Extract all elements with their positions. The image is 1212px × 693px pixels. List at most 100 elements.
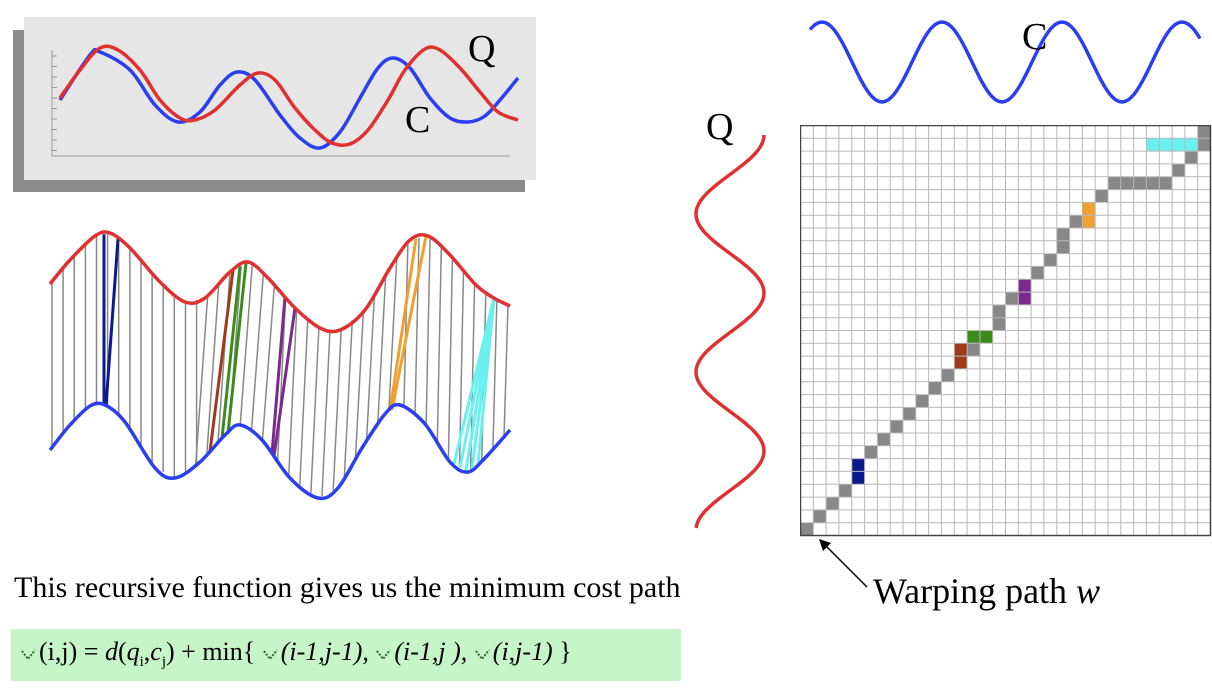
- path-cell: [1159, 138, 1173, 152]
- chart-axes: [51, 50, 510, 157]
- path-cell: [1197, 138, 1211, 152]
- c-wave: [808, 20, 1202, 104]
- matrix-border: [800, 125, 1212, 537]
- path-cell: [1120, 176, 1134, 190]
- path-cell: [1056, 228, 1070, 241]
- c-label-matrix: C: [1022, 16, 1048, 58]
- path-cell: [967, 343, 980, 357]
- formula-q-sub: i: [139, 654, 144, 671]
- overlay-chart: [13, 17, 536, 192]
- path-cell: [1043, 253, 1057, 267]
- formula-term3: (i,j-1): [492, 637, 560, 666]
- q-wave-curve: [694, 134, 766, 529]
- path-cell: [1159, 176, 1173, 190]
- formula-c-sub: j: [161, 654, 166, 671]
- formula-min: + min{: [174, 637, 262, 666]
- path-cell: [954, 343, 968, 357]
- path-cell: [992, 317, 1006, 331]
- formula-eq: =: [77, 637, 105, 666]
- alignment-line: [343, 320, 354, 478]
- alignment-line: [270, 296, 287, 454]
- recurrence-formula: (i,j) = d(qi,cj) + min{ (i-1,j-1), (i-1,…: [20, 639, 572, 670]
- path-cell: [1197, 125, 1211, 139]
- chart-panel: [24, 17, 536, 180]
- formula-term2: (i-1,j ),: [394, 637, 474, 666]
- path-cell: [928, 381, 942, 395]
- alignment-line: [447, 257, 454, 460]
- path-cell: [1184, 151, 1198, 164]
- gamma-symbol-icon: [376, 649, 392, 661]
- c-label-top: C: [405, 99, 431, 141]
- alignment-line: [354, 311, 365, 460]
- alignment-diagram: [48, 230, 512, 501]
- matrix-cells: [800, 125, 1211, 536]
- alignment-line: [299, 318, 309, 486]
- alignment-line: [321, 328, 331, 497]
- path-cell: [813, 509, 827, 523]
- alignment-line: [365, 293, 376, 442]
- alignment-line: [503, 304, 509, 437]
- path-cell: [1018, 292, 1032, 305]
- formula-comma: ,: [143, 637, 151, 666]
- formula-term1: (i-1,j-1),: [280, 637, 376, 666]
- warping-label-var: w: [1076, 571, 1101, 611]
- path-cell: [1172, 138, 1185, 152]
- alignment-line: [388, 258, 398, 412]
- alignment-line: [310, 327, 320, 493]
- q-wave: [694, 134, 766, 529]
- path-cell: [1069, 215, 1083, 228]
- alignment-line: [194, 295, 209, 465]
- alignment-line: [261, 285, 276, 441]
- alignment-line: [206, 283, 220, 455]
- alignment-line: [388, 238, 418, 412]
- path-cell: [1146, 176, 1160, 190]
- path-cell: [826, 497, 839, 510]
- alignment-line: [332, 329, 342, 491]
- alignment-line: [492, 299, 498, 450]
- pointer-arrow: [819, 539, 868, 588]
- path-cell: [1133, 176, 1147, 190]
- path-cell: [1184, 138, 1198, 152]
- q-sequence-curve: [48, 230, 511, 334]
- alignment-line: [287, 309, 298, 477]
- path-cell: [851, 458, 865, 472]
- warping-path-label: Warping path w: [873, 573, 1100, 609]
- path-cell: [903, 407, 916, 421]
- alignment-lines: [51, 233, 509, 497]
- path-cell: [1082, 215, 1096, 228]
- path-cell: [941, 368, 955, 382]
- alignment-line: [239, 265, 253, 426]
- alignment-line: [276, 297, 287, 462]
- path-cell: [1095, 189, 1108, 203]
- path-cell: [915, 394, 929, 408]
- gamma-symbol-icon: [474, 649, 490, 661]
- path-cell: [1172, 163, 1185, 177]
- path-cell: [967, 330, 980, 344]
- alignment-line: [425, 237, 431, 426]
- alignment-line: [220, 266, 242, 439]
- q-series-line: [58, 44, 519, 148]
- gamma-symbol-icon: [21, 649, 36, 661]
- path-cell: [992, 304, 1006, 318]
- path-cell: [890, 420, 903, 433]
- path-cell: [1108, 176, 1121, 190]
- path-cell: [864, 445, 878, 459]
- alignment-line: [436, 247, 443, 443]
- warping-label-text: Warping path: [873, 571, 1077, 611]
- path-cell: [838, 484, 852, 498]
- path-cell: [1005, 292, 1019, 305]
- alignment-line: [272, 307, 297, 457]
- alignment-line: [476, 297, 496, 464]
- formula-open: (: [117, 637, 127, 666]
- alignment-line: [376, 275, 387, 425]
- formula-d: d: [104, 637, 118, 666]
- q-label-matrix: Q: [706, 106, 734, 148]
- caption: This recursive function gives us the min…: [14, 571, 681, 604]
- path-cell: [1031, 266, 1044, 280]
- alignment-line: [403, 242, 409, 409]
- alignment-line: [390, 236, 428, 411]
- path-cell: [1018, 279, 1032, 293]
- path-cell: [1056, 240, 1070, 254]
- formula-box: [11, 629, 681, 681]
- formula-close-brace: }: [559, 637, 572, 666]
